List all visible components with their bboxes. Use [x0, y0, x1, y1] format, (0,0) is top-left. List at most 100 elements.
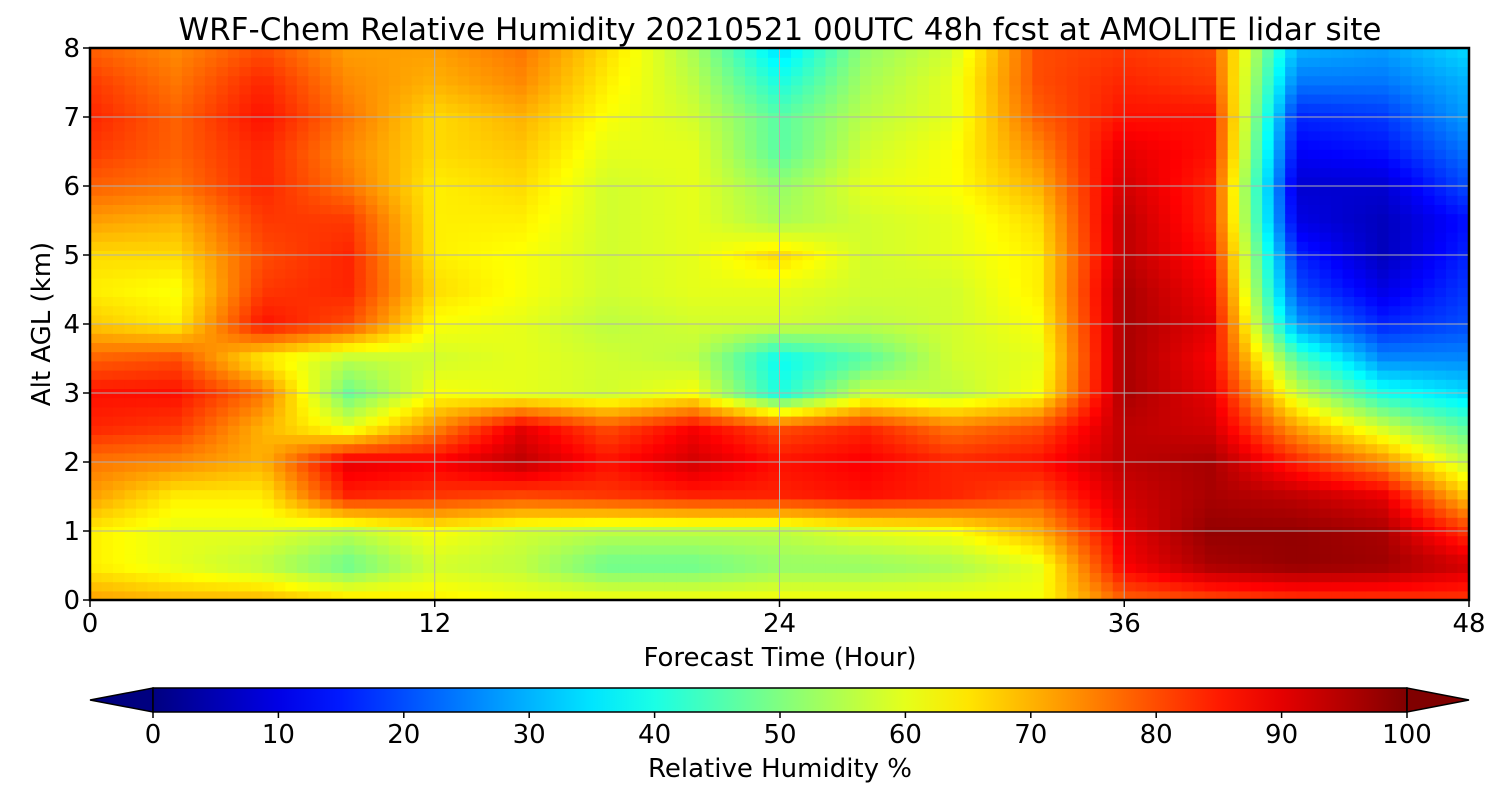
- heatmap-cell: [446, 508, 459, 518]
- heatmap-cell: [480, 416, 493, 426]
- heatmap-cell: [1066, 535, 1079, 546]
- heatmap-cell: [687, 342, 700, 353]
- heatmap-cell: [411, 544, 424, 555]
- heatmap-cell: [905, 452, 918, 463]
- heatmap-cell: [204, 287, 218, 297]
- heatmap-cell: [618, 434, 631, 445]
- heatmap-cell: [584, 572, 597, 583]
- heatmap-cell: [1216, 563, 1229, 573]
- heatmap-cell: [963, 544, 976, 555]
- heatmap-cell: [894, 370, 907, 380]
- heatmap-cell: [342, 259, 355, 270]
- heatmap-cell: [859, 213, 873, 224]
- heatmap-cell: [147, 517, 160, 527]
- heatmap-cell: [377, 563, 390, 573]
- heatmap-cell: [515, 222, 528, 233]
- heatmap-cell: [262, 581, 275, 592]
- heatmap-cell: [618, 305, 631, 316]
- heatmap-cell: [664, 314, 677, 325]
- heatmap-cell: [1135, 397, 1148, 408]
- heatmap-cell: [882, 222, 896, 233]
- heatmap-cell: [1170, 416, 1183, 426]
- heatmap-cell: [457, 508, 470, 518]
- heatmap-cell: [1147, 544, 1160, 555]
- heatmap-cell: [653, 360, 666, 371]
- heatmap-cell: [216, 342, 229, 353]
- heatmap-cell: [124, 480, 137, 491]
- heatmap-cell: [802, 213, 815, 224]
- heatmap-cell: [607, 425, 620, 435]
- heatmap-cell: [1078, 563, 1091, 573]
- heatmap-cell: [905, 324, 918, 334]
- heatmap-cell: [354, 480, 367, 491]
- heatmap-cell: [607, 535, 620, 546]
- heatmap-cell: [1181, 544, 1194, 555]
- heatmap-cell: [779, 333, 792, 343]
- heatmap-cell: [181, 232, 195, 242]
- heatmap-cell: [526, 471, 539, 481]
- heatmap-cell: [963, 508, 976, 518]
- heatmap-cell: [388, 222, 401, 233]
- heatmap-cell: [986, 370, 999, 380]
- heatmap-cell: [469, 535, 482, 546]
- heatmap-cell: [469, 324, 482, 334]
- heatmap-cell: [687, 278, 700, 288]
- heatmap-cell: [1262, 471, 1275, 481]
- heatmap-cell: [917, 480, 930, 491]
- heatmap-cell: [1400, 397, 1413, 408]
- heatmap-cell: [135, 397, 149, 408]
- heatmap-cell: [239, 544, 252, 555]
- heatmap-cell: [1055, 268, 1068, 279]
- heatmap-cell: [181, 544, 195, 555]
- heatmap-cell: [790, 379, 804, 389]
- heatmap-cell: [331, 296, 344, 307]
- heatmap-cell: [641, 572, 654, 583]
- heatmap-cell: [377, 452, 390, 463]
- heatmap-cell: [607, 443, 620, 454]
- heatmap-cell: [1204, 434, 1217, 445]
- heatmap-cell: [492, 498, 505, 509]
- heatmap-cell: [561, 296, 574, 307]
- heatmap-cell: [549, 232, 562, 242]
- heatmap-cell: [802, 305, 815, 316]
- heatmap-cell: [1423, 517, 1436, 527]
- heatmap-cell: [871, 434, 884, 445]
- heatmap-cell: [1388, 425, 1401, 435]
- heatmap-cell: [296, 554, 309, 564]
- heatmap-cell: [1009, 498, 1022, 509]
- heatmap-cell: [239, 287, 252, 297]
- heatmap-cell: [469, 434, 482, 445]
- heatmap-cell: [905, 342, 918, 353]
- heatmap-cell: [790, 324, 804, 334]
- heatmap-cell: [618, 590, 631, 600]
- heatmap-cell: [400, 268, 413, 279]
- heatmap-cell: [848, 213, 861, 224]
- heatmap-cell: [917, 333, 930, 343]
- heatmap-cell: [825, 305, 838, 316]
- heatmap-cell: [285, 480, 298, 491]
- heatmap-cell: [1285, 296, 1298, 307]
- heatmap-cell: [469, 278, 482, 288]
- heatmap-cell: [354, 333, 367, 343]
- heatmap-cell: [296, 379, 309, 389]
- heatmap-cell: [572, 287, 585, 297]
- heatmap-cell: [1020, 434, 1033, 445]
- heatmap-cell: [446, 434, 459, 445]
- heatmap-cell: [928, 268, 941, 279]
- heatmap-cell: [1319, 416, 1332, 426]
- heatmap-cell: [227, 259, 240, 270]
- heatmap-cell: [377, 305, 390, 316]
- heatmap-cell: [492, 397, 505, 408]
- heatmap-cell: [388, 314, 401, 325]
- heatmap-cell: [1158, 416, 1171, 426]
- heatmap-cell: [1158, 241, 1171, 251]
- heatmap-cell: [1411, 379, 1424, 389]
- heatmap-cell: [997, 443, 1010, 454]
- heatmap-cell: [1308, 278, 1321, 288]
- heatmap-cell: [894, 471, 907, 481]
- heatmap-cell: [296, 278, 309, 288]
- heatmap-cell: [1147, 278, 1160, 288]
- heatmap-cell: [1434, 443, 1447, 454]
- heatmap-cell: [1446, 222, 1459, 233]
- heatmap-cell: [1365, 508, 1378, 518]
